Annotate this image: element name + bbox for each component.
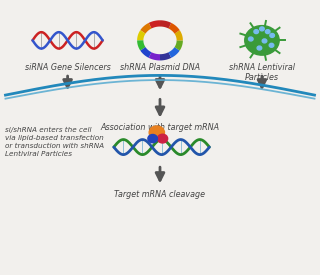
- Circle shape: [260, 27, 264, 31]
- Circle shape: [262, 39, 267, 43]
- Circle shape: [157, 134, 168, 143]
- Text: siRNA Gene Silencers: siRNA Gene Silencers: [25, 62, 110, 72]
- Text: Association with target mRNA: Association with target mRNA: [100, 123, 220, 132]
- Circle shape: [257, 46, 262, 50]
- Circle shape: [249, 37, 253, 41]
- Text: si/shRNA enters the cell
via lipid-based transfection
or transduction with shRNA: si/shRNA enters the cell via lipid-based…: [4, 126, 104, 157]
- Text: Target mRNA cleavage: Target mRNA cleavage: [115, 190, 205, 199]
- Circle shape: [149, 126, 164, 139]
- Circle shape: [270, 34, 275, 37]
- Circle shape: [265, 30, 270, 34]
- Circle shape: [148, 134, 157, 143]
- Circle shape: [269, 43, 274, 47]
- Text: shRNA Plasmid DNA: shRNA Plasmid DNA: [120, 62, 200, 72]
- Circle shape: [245, 26, 279, 55]
- Text: shRNA Lentiviral
Particles: shRNA Lentiviral Particles: [229, 62, 295, 82]
- Circle shape: [254, 30, 259, 34]
